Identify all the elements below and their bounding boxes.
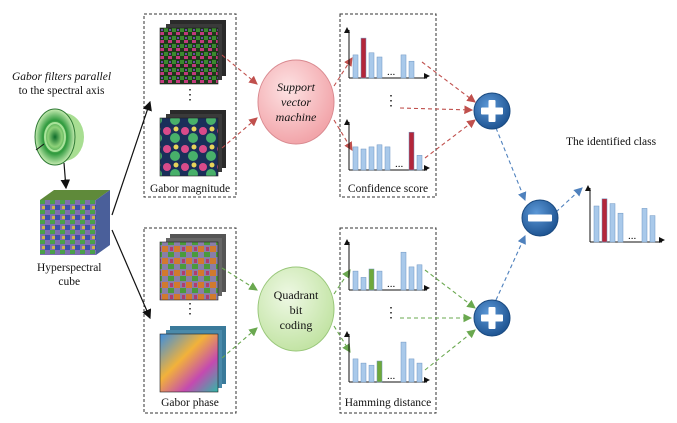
- hist-bar: [376, 360, 383, 383]
- hist-ellipsis: ...: [387, 278, 396, 290]
- hist-ellipsis: ...: [395, 158, 404, 170]
- gabor-magnitude-stack-bottom: [159, 110, 226, 177]
- gabor-phase-stack-bottom: [159, 326, 226, 393]
- hist-bar: [408, 266, 415, 291]
- svm-label-line1: Support: [276, 80, 315, 94]
- gabor-magnitude-stack-top: [159, 20, 226, 85]
- hist-bar: [352, 54, 359, 79]
- gabor-magnitude-box: [143, 13, 237, 198]
- hist-bar: [593, 205, 600, 243]
- gabor-phase-label: Gabor phase: [161, 397, 219, 409]
- hist-bar: [368, 146, 375, 171]
- gabor-filters-label: Gabor filters parallel to the spectral a…: [12, 71, 111, 99]
- hist-ellipsis: ...: [387, 370, 396, 382]
- qbc-label-line3: coding: [279, 318, 313, 332]
- hist-bar: [368, 268, 375, 291]
- confidence-histogram-top: ...: [344, 27, 430, 79]
- green-arrows: [221, 267, 476, 371]
- qbc-node: [257, 266, 335, 352]
- hist-bar: [617, 212, 624, 243]
- subtract-operator: [521, 199, 559, 237]
- hist-bar: [416, 362, 423, 383]
- hist-bar: [601, 198, 608, 243]
- hist-ellipsis: ...: [387, 66, 396, 78]
- hamming-histogram-bottom: ...: [344, 331, 430, 383]
- svm-label-line3: machine: [275, 110, 317, 124]
- hist-bar: [352, 358, 359, 383]
- hist-bar: [641, 208, 648, 243]
- magnitude-vdots: ⋮: [183, 88, 197, 103]
- gabor-filter-icon: [34, 108, 84, 166]
- hist-bar: [408, 131, 415, 171]
- hist-bar: [376, 144, 383, 171]
- confidence-vdots: ⋮: [384, 94, 398, 109]
- svm-node: [257, 59, 335, 145]
- hist-bar: [400, 54, 407, 79]
- blue-arrows: [495, 127, 583, 301]
- hist-bar: [609, 203, 616, 243]
- hist-bar: [416, 155, 423, 171]
- gabor-filters-label-line2: to the spectral axis: [18, 84, 105, 97]
- hist-bar: [360, 362, 367, 383]
- identified-class-histogram: ...: [585, 185, 665, 243]
- hist-bar: [368, 364, 375, 383]
- hist-bar: [408, 358, 415, 383]
- qbc-label: Quadrant bit coding: [262, 288, 330, 333]
- hamming-vdots: ⋮: [384, 306, 398, 321]
- hist-bar: [352, 270, 359, 291]
- hist-ellipsis: ...: [628, 230, 637, 242]
- gabor-magnitude-label: Gabor magnitude: [150, 183, 231, 195]
- hist-bar: [368, 52, 375, 79]
- gabor-filters-label-line1: Gabor filters parallel: [12, 71, 112, 83]
- hist-bar: [360, 277, 367, 291]
- hamming-histogram-top: ...: [344, 239, 430, 291]
- hyperspectral-label-line1: Hyperspectral: [37, 262, 102, 274]
- arrow-cube-to-phase: [111, 229, 152, 320]
- hist-bar: [360, 148, 367, 171]
- qbc-label-line1: Quadrant: [273, 288, 319, 302]
- hist-bar: [400, 251, 407, 291]
- confidence-histogram-bottom: ...: [344, 119, 430, 171]
- hist-bar: [376, 56, 383, 79]
- hist-bar: [400, 341, 407, 383]
- hist-bar: [416, 264, 423, 291]
- phase-vdots: ⋮: [183, 302, 197, 317]
- arrow-filter-to-cube: [60, 162, 71, 190]
- confidence-score-box: [339, 13, 437, 198]
- identified-class-label: The identified class: [566, 136, 657, 148]
- confidence-score-label: Confidence score: [347, 183, 429, 195]
- qbc-label-line2: bit: [289, 303, 303, 317]
- svm-label-line2: vector: [281, 95, 311, 109]
- hamming-distance-box: [339, 227, 437, 414]
- hamming-distance-label: Hamming distance: [344, 397, 432, 409]
- hist-bar: [408, 60, 415, 79]
- hist-bar: [360, 37, 367, 79]
- add-operator-bottom: [473, 299, 511, 337]
- gabor-phase-stack-top: [159, 234, 226, 301]
- hyperspectral-label: Hyperspectral cube: [37, 262, 102, 290]
- hist-bar: [649, 215, 656, 243]
- hist-bar: [376, 270, 383, 291]
- add-operator-top: [473, 92, 511, 130]
- hist-bar: [384, 146, 391, 171]
- gabor-phase-box: [143, 227, 237, 414]
- hyperspectral-cube: [40, 190, 110, 255]
- hyperspectral-label-line2: cube: [58, 275, 81, 288]
- hist-bar: [352, 146, 359, 171]
- svm-label: Support vector machine: [262, 80, 330, 125]
- arrow-cube-to-magnitude: [111, 100, 152, 216]
